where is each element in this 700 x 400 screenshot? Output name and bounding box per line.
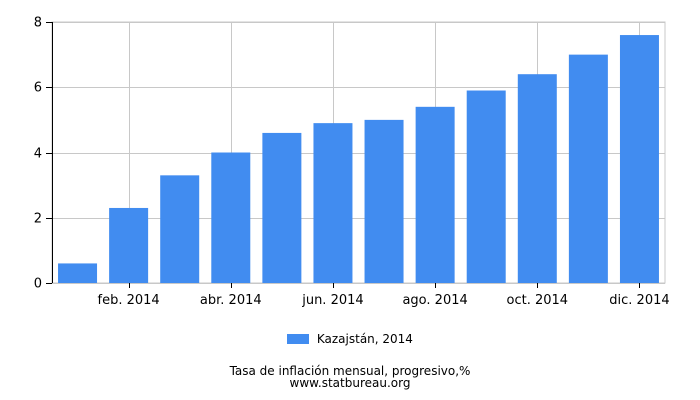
bar (364, 119, 404, 283)
bar (517, 74, 557, 283)
chart: 0 2 4 6 8 feb. 2014 abr. 2014 jun. 2014 ago. 20… (34, 16, 670, 309)
bar (466, 90, 506, 283)
legend-label: Kazajstán, 2014 (316, 332, 413, 346)
axes (46, 22, 640, 288)
bar (415, 106, 455, 283)
y-tick-label: 6 (34, 81, 42, 96)
x-tick-labels: feb. 2014 abr. 2014 jun. 2014 ago. 2014 oct.… (98, 293, 670, 308)
y-tick-label: 0 (34, 277, 42, 292)
bar (160, 175, 200, 283)
bar (262, 132, 302, 283)
source-link[interactable]: www.statbureau.org (289, 376, 411, 390)
bar (109, 207, 149, 283)
bars (58, 35, 659, 283)
bar (619, 35, 659, 283)
legend-swatch (287, 333, 310, 344)
bar (568, 54, 608, 283)
x-tick-label: ago. 2014 (402, 293, 467, 308)
y-tick-label: 4 (34, 147, 42, 162)
x-tick-label: feb. 2014 (98, 293, 160, 308)
bar (58, 263, 98, 283)
bar (211, 152, 251, 283)
y-tick-label: 8 (34, 16, 42, 31)
bar (313, 123, 353, 283)
y-tick-labels: 0 2 4 6 8 (34, 16, 42, 292)
chart-title: Tasa de inflación mensual, progresivo,% (229, 364, 471, 378)
x-tick-label: jun. 2014 (301, 293, 363, 308)
x-tick-label: dic. 2014 (609, 293, 669, 308)
y-tick-label: 2 (34, 212, 42, 227)
x-tick-label: oct. 2014 (507, 293, 569, 308)
legend: Kazajstán, 2014 (0, 332, 700, 346)
x-tick-label: abr. 2014 (200, 293, 262, 308)
